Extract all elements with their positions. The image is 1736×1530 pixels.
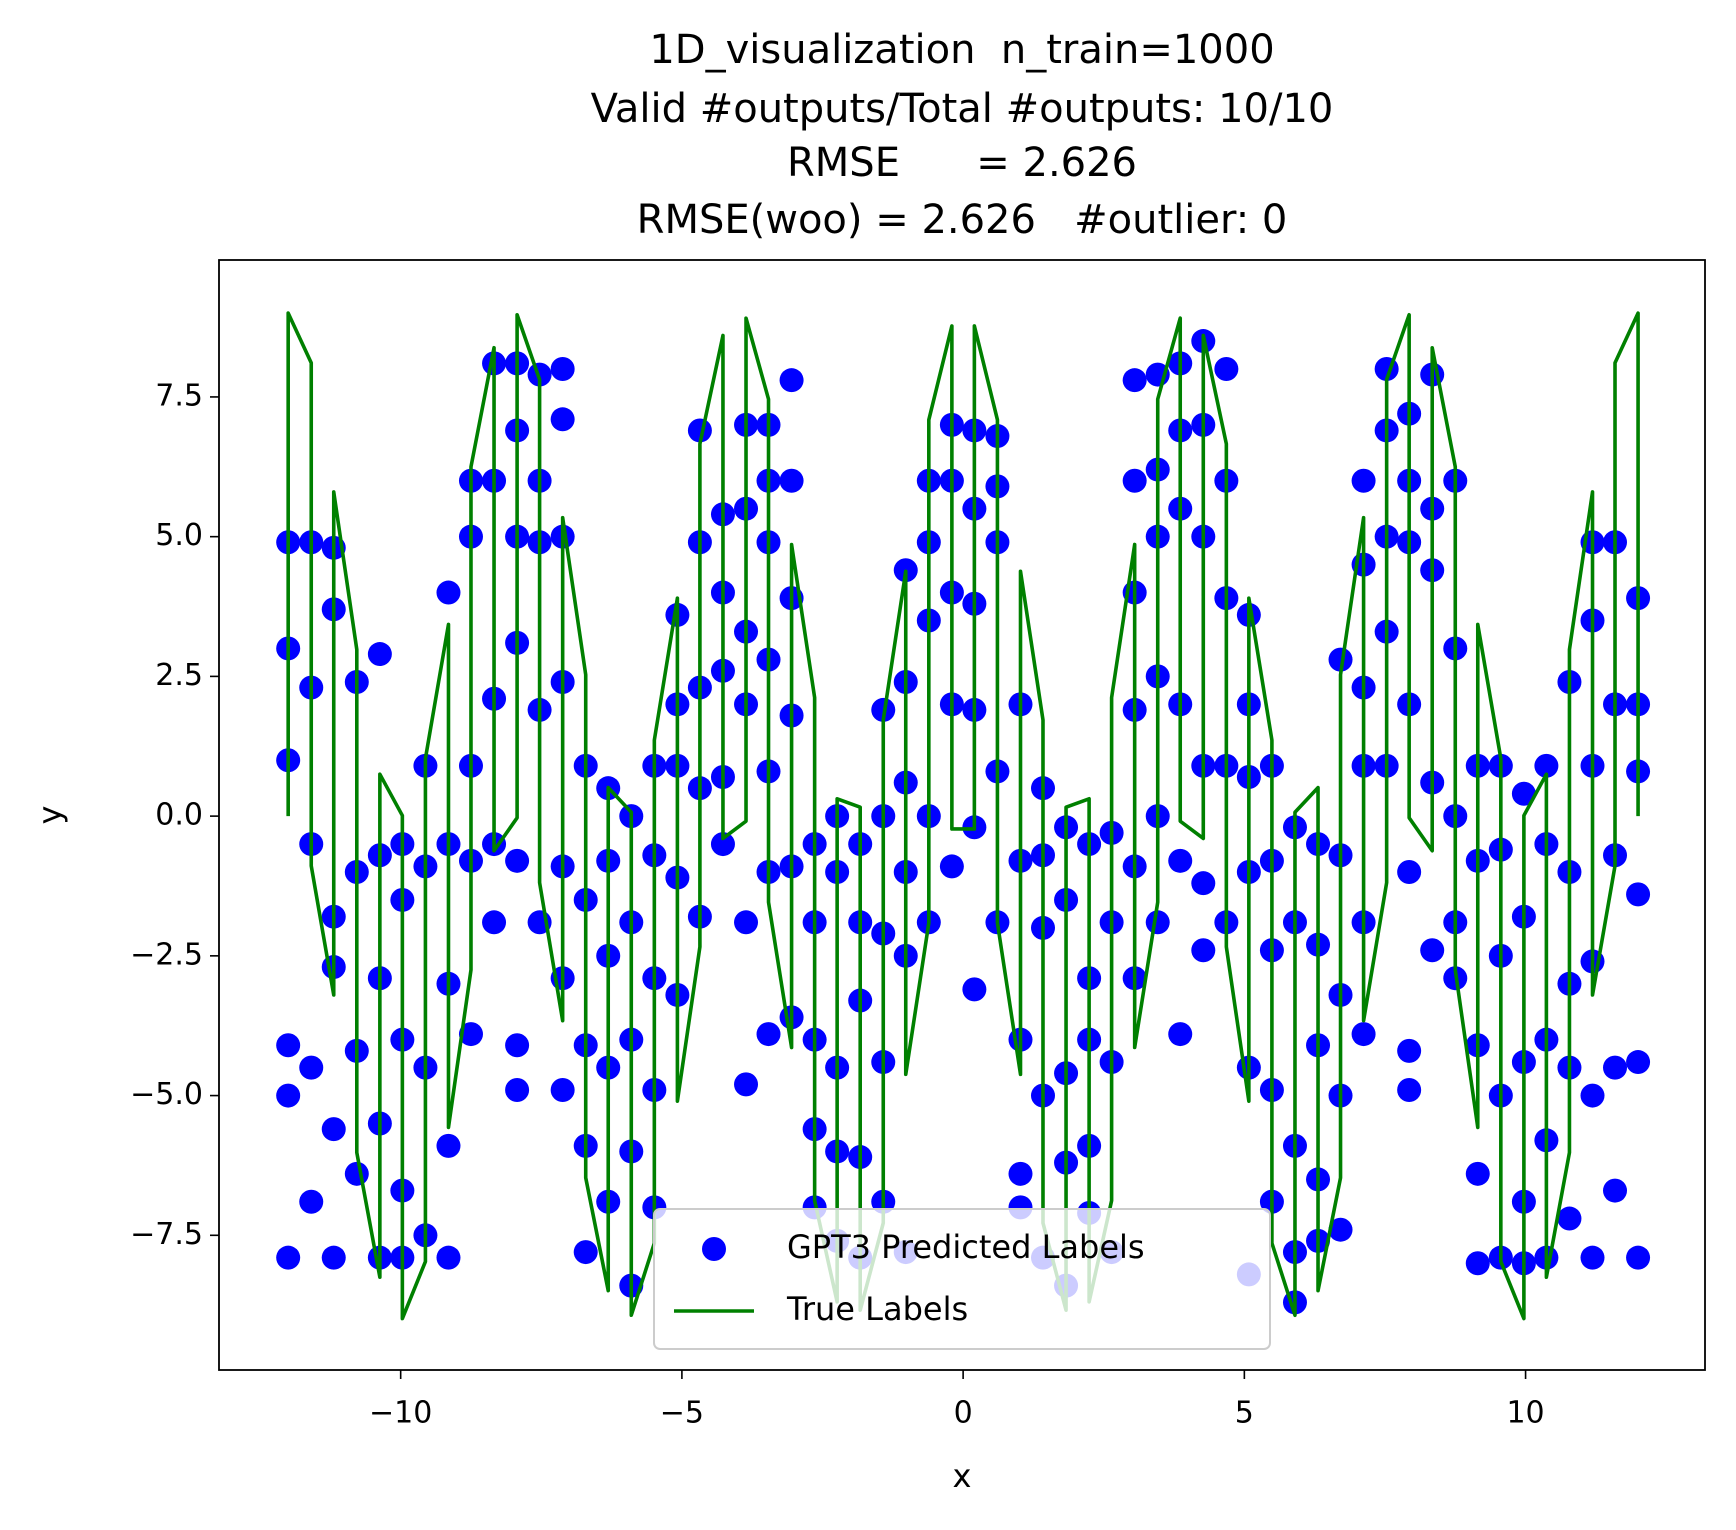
point bbox=[573, 1240, 598, 1265]
point bbox=[299, 1189, 324, 1214]
point bbox=[505, 1077, 530, 1102]
point bbox=[1214, 356, 1239, 381]
chart-title: RMSE(woo) = 2.626 #outlier: 0 bbox=[637, 197, 1288, 243]
point bbox=[1465, 1251, 1490, 1276]
point bbox=[276, 1245, 301, 1270]
point bbox=[710, 832, 735, 857]
point bbox=[1328, 647, 1353, 672]
y-tick-label: −5.0 bbox=[130, 1077, 203, 1112]
point bbox=[344, 1161, 369, 1186]
point bbox=[1191, 938, 1216, 963]
point bbox=[962, 977, 987, 1002]
legend-marker bbox=[702, 1237, 726, 1261]
y-tick-label: −2.5 bbox=[130, 937, 203, 972]
x-tick-label: 10 bbox=[1506, 1396, 1544, 1431]
y-axis-label: y bbox=[31, 806, 69, 825]
legend-label: GPT3 Predicted Labels bbox=[787, 1228, 1145, 1266]
point bbox=[779, 368, 804, 393]
plot-area bbox=[276, 311, 1651, 1321]
point bbox=[321, 1245, 346, 1270]
point bbox=[1168, 848, 1193, 873]
x-tick-label: −10 bbox=[369, 1396, 432, 1431]
point bbox=[1397, 1038, 1422, 1063]
point bbox=[1145, 910, 1170, 935]
point bbox=[1626, 1050, 1651, 1075]
point bbox=[1122, 468, 1147, 493]
point bbox=[1122, 368, 1147, 393]
point bbox=[1397, 860, 1422, 885]
point bbox=[1351, 468, 1376, 493]
x-axis-label: x bbox=[953, 1457, 972, 1495]
plot-frame bbox=[218, 259, 1706, 1371]
x-tick-label: 5 bbox=[1235, 1396, 1254, 1431]
line bbox=[286, 311, 1640, 1321]
point bbox=[1603, 1055, 1628, 1080]
point bbox=[505, 1033, 530, 1058]
chart-title: Valid #outputs/Total #outputs: 10/10 bbox=[591, 86, 1334, 132]
point bbox=[436, 580, 461, 605]
point bbox=[1603, 1178, 1628, 1203]
point bbox=[299, 1055, 324, 1080]
point bbox=[505, 848, 530, 873]
point bbox=[458, 1022, 483, 1047]
legend-label: True Labels bbox=[786, 1290, 968, 1328]
chart-title: 1D_visualization n_train=1000 bbox=[649, 27, 1274, 73]
point bbox=[1511, 781, 1536, 806]
point bbox=[1397, 1077, 1422, 1102]
point bbox=[1191, 871, 1216, 896]
point bbox=[1580, 1083, 1605, 1108]
legend-box bbox=[653, 1208, 1271, 1350]
point bbox=[1626, 1245, 1651, 1270]
point bbox=[550, 407, 575, 432]
point bbox=[367, 642, 392, 667]
point bbox=[1580, 1245, 1605, 1270]
x-tick-label: −5 bbox=[660, 1396, 704, 1431]
point bbox=[550, 1077, 575, 1102]
point bbox=[1168, 1022, 1193, 1047]
point bbox=[1557, 1206, 1582, 1231]
chart-title: RMSE = 2.626 bbox=[787, 140, 1137, 186]
point bbox=[436, 1245, 461, 1270]
point bbox=[687, 418, 712, 443]
point bbox=[276, 1033, 301, 1058]
point bbox=[1008, 1161, 1033, 1186]
point bbox=[734, 1072, 759, 1097]
point bbox=[1534, 753, 1559, 778]
point bbox=[1626, 882, 1651, 907]
legend: GPT3 Predicted Labels True Labels bbox=[653, 1208, 1271, 1350]
point bbox=[1420, 938, 1445, 963]
y-tick-label: 2.5 bbox=[155, 658, 203, 693]
y-tick-label: 0.0 bbox=[155, 798, 203, 833]
point bbox=[1351, 1022, 1376, 1047]
point bbox=[1465, 1161, 1490, 1186]
point bbox=[550, 356, 575, 381]
point bbox=[939, 854, 964, 879]
point bbox=[321, 1117, 346, 1142]
point bbox=[1328, 1217, 1353, 1242]
point bbox=[756, 1022, 781, 1047]
point bbox=[276, 1083, 301, 1108]
point bbox=[482, 910, 507, 935]
y-tick-label: 7.5 bbox=[155, 378, 203, 413]
y-tick-label: −7.5 bbox=[130, 1217, 203, 1252]
point bbox=[734, 910, 759, 935]
y-tick-label: 5.0 bbox=[155, 518, 203, 553]
point bbox=[779, 468, 804, 493]
point bbox=[436, 1133, 461, 1158]
x-tick-label: 0 bbox=[954, 1396, 973, 1431]
